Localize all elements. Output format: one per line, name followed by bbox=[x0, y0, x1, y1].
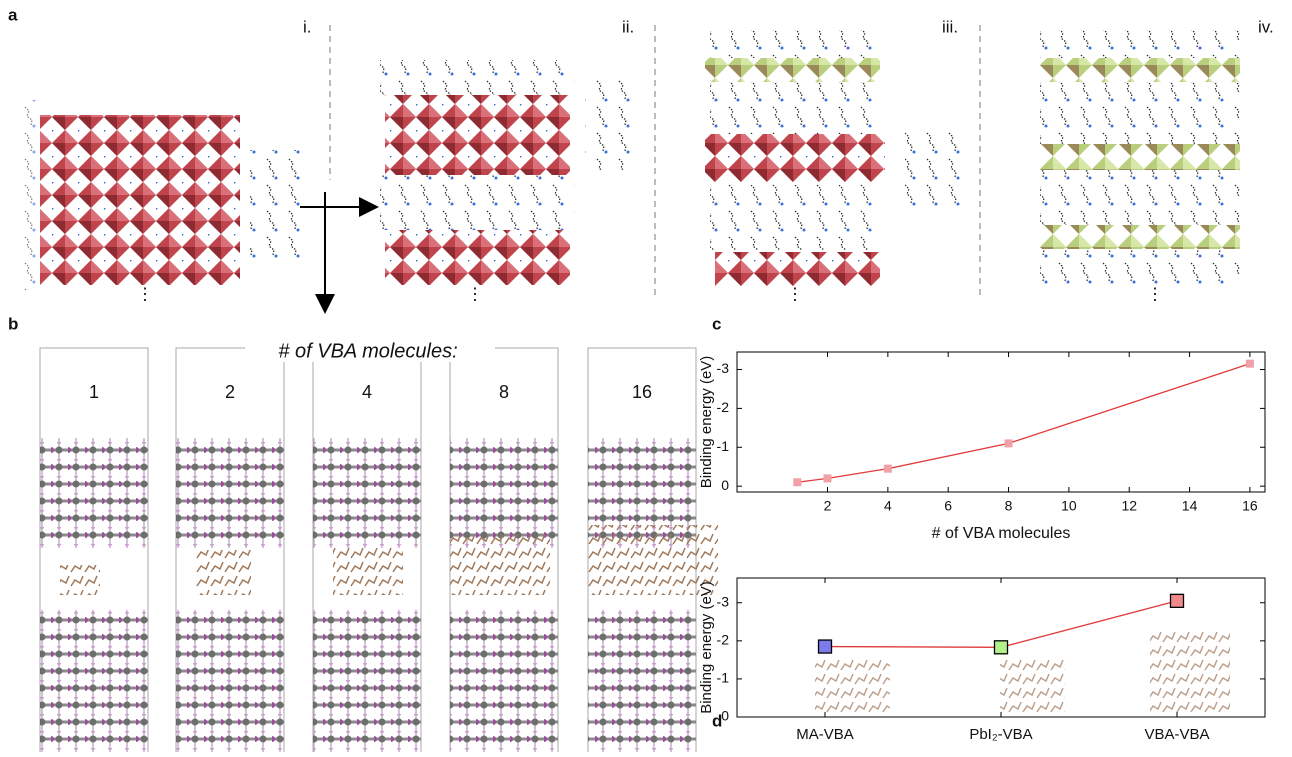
octahedra-block bbox=[40, 115, 240, 285]
y-tick-label: -3 bbox=[717, 360, 730, 376]
organic-layer bbox=[333, 545, 403, 595]
organic-layer bbox=[60, 565, 100, 595]
step-label: iii. bbox=[942, 17, 958, 36]
x-tick-label: 4 bbox=[884, 498, 892, 514]
molecule-count: 2 bbox=[225, 382, 235, 402]
figure: a i. ii. iii. iv. ⋮ ⋮ ⋮ ⋮ b 124816 # of … bbox=[0, 0, 1292, 752]
octahedra-row bbox=[1040, 58, 1240, 82]
y-tick-label: -2 bbox=[717, 399, 730, 415]
organic-layer bbox=[450, 535, 550, 595]
x-tick-label: 16 bbox=[1242, 498, 1258, 514]
marker bbox=[995, 641, 1008, 654]
y-tick-label: 0 bbox=[721, 708, 729, 724]
inset bbox=[1000, 660, 1065, 715]
x-tick-label: 14 bbox=[1182, 498, 1198, 514]
lattice bbox=[313, 438, 421, 548]
marker bbox=[819, 640, 832, 653]
molecule-count: 1 bbox=[89, 382, 99, 402]
molecules bbox=[1040, 170, 1240, 225]
marker bbox=[1171, 594, 1184, 607]
ellipsis: ⋮ bbox=[787, 284, 804, 303]
lattice bbox=[450, 610, 558, 752]
molecules bbox=[710, 30, 880, 58]
octahedra-row bbox=[705, 58, 880, 82]
molecules bbox=[905, 130, 960, 210]
ellipsis: ⋮ bbox=[137, 284, 154, 303]
y-axis-label: Binding energy (eV) bbox=[698, 581, 715, 714]
panel-b-title: # of VBA molecules: bbox=[278, 340, 457, 362]
molecules bbox=[20, 100, 38, 290]
panel-label: a bbox=[8, 5, 18, 24]
series-line bbox=[797, 364, 1250, 483]
ellipsis: ⋮ bbox=[467, 284, 484, 303]
marker bbox=[884, 465, 892, 473]
panel-label: b bbox=[8, 314, 18, 333]
marker bbox=[824, 474, 832, 482]
y-tick-label: -2 bbox=[717, 632, 730, 648]
x-tick-label: MA-VBA bbox=[796, 726, 854, 743]
marker bbox=[1005, 439, 1013, 447]
octahedra-block bbox=[715, 252, 880, 286]
lattice bbox=[313, 610, 421, 752]
lattice bbox=[588, 610, 696, 752]
octahedra-row bbox=[1040, 144, 1240, 170]
panel-b: b 1 2 4 8 16 bbox=[8, 314, 718, 752]
molecules bbox=[1040, 82, 1240, 144]
inset bbox=[815, 660, 890, 715]
octahedra-block bbox=[385, 230, 570, 285]
x-tick-label: 10 bbox=[1061, 498, 1077, 514]
molecule-count: 8 bbox=[499, 382, 509, 402]
y-tick-label: -1 bbox=[717, 438, 730, 454]
y-axis-label: Binding energy (eV) bbox=[698, 356, 715, 489]
molecules bbox=[1040, 250, 1240, 285]
insets bbox=[815, 630, 1230, 715]
x-tick-label: 6 bbox=[944, 498, 952, 514]
molecules bbox=[710, 82, 880, 134]
panel-a: a i. ii. iii. iv. ⋮ ⋮ ⋮ ⋮ bbox=[8, 5, 1274, 310]
lattice bbox=[450, 438, 558, 548]
inset bbox=[1150, 630, 1230, 715]
step-label: i. bbox=[303, 17, 312, 36]
y-tick-label: -3 bbox=[717, 593, 730, 609]
marker bbox=[793, 478, 801, 486]
molecules bbox=[250, 150, 305, 260]
marker bbox=[1246, 360, 1254, 368]
octahedra-block bbox=[385, 95, 570, 175]
molecules bbox=[710, 185, 880, 250]
x-tick-label: 8 bbox=[1005, 498, 1013, 514]
molecules bbox=[585, 80, 640, 170]
molecules bbox=[380, 60, 575, 95]
molecules bbox=[380, 175, 575, 230]
molecule-count: 4 bbox=[362, 382, 372, 402]
organic-layer bbox=[196, 550, 251, 595]
octahedra-block bbox=[705, 134, 885, 182]
x-axis-label: # of VBA molecules bbox=[932, 525, 1071, 542]
x-tick-label: PbI₂-VBA bbox=[969, 726, 1032, 743]
y-tick-label: 0 bbox=[721, 477, 729, 493]
molecules bbox=[1040, 30, 1240, 58]
octahedra-row bbox=[1040, 225, 1240, 249]
molecule-count: 16 bbox=[632, 382, 652, 402]
plot-frame bbox=[737, 352, 1265, 492]
step-label: ii. bbox=[622, 17, 634, 36]
lattice bbox=[40, 438, 148, 548]
y-tick-label: -1 bbox=[717, 670, 730, 686]
lattice bbox=[40, 610, 148, 752]
ellipsis: ⋮ bbox=[1147, 284, 1164, 303]
x-tick-label: 2 bbox=[824, 498, 832, 514]
lattice bbox=[176, 438, 284, 548]
step-label: iv. bbox=[1258, 17, 1274, 36]
x-tick-label: 12 bbox=[1121, 498, 1137, 514]
panel-label: c bbox=[712, 314, 721, 333]
x-tick-label: VBA-VBA bbox=[1144, 726, 1209, 743]
lattice bbox=[176, 610, 284, 752]
